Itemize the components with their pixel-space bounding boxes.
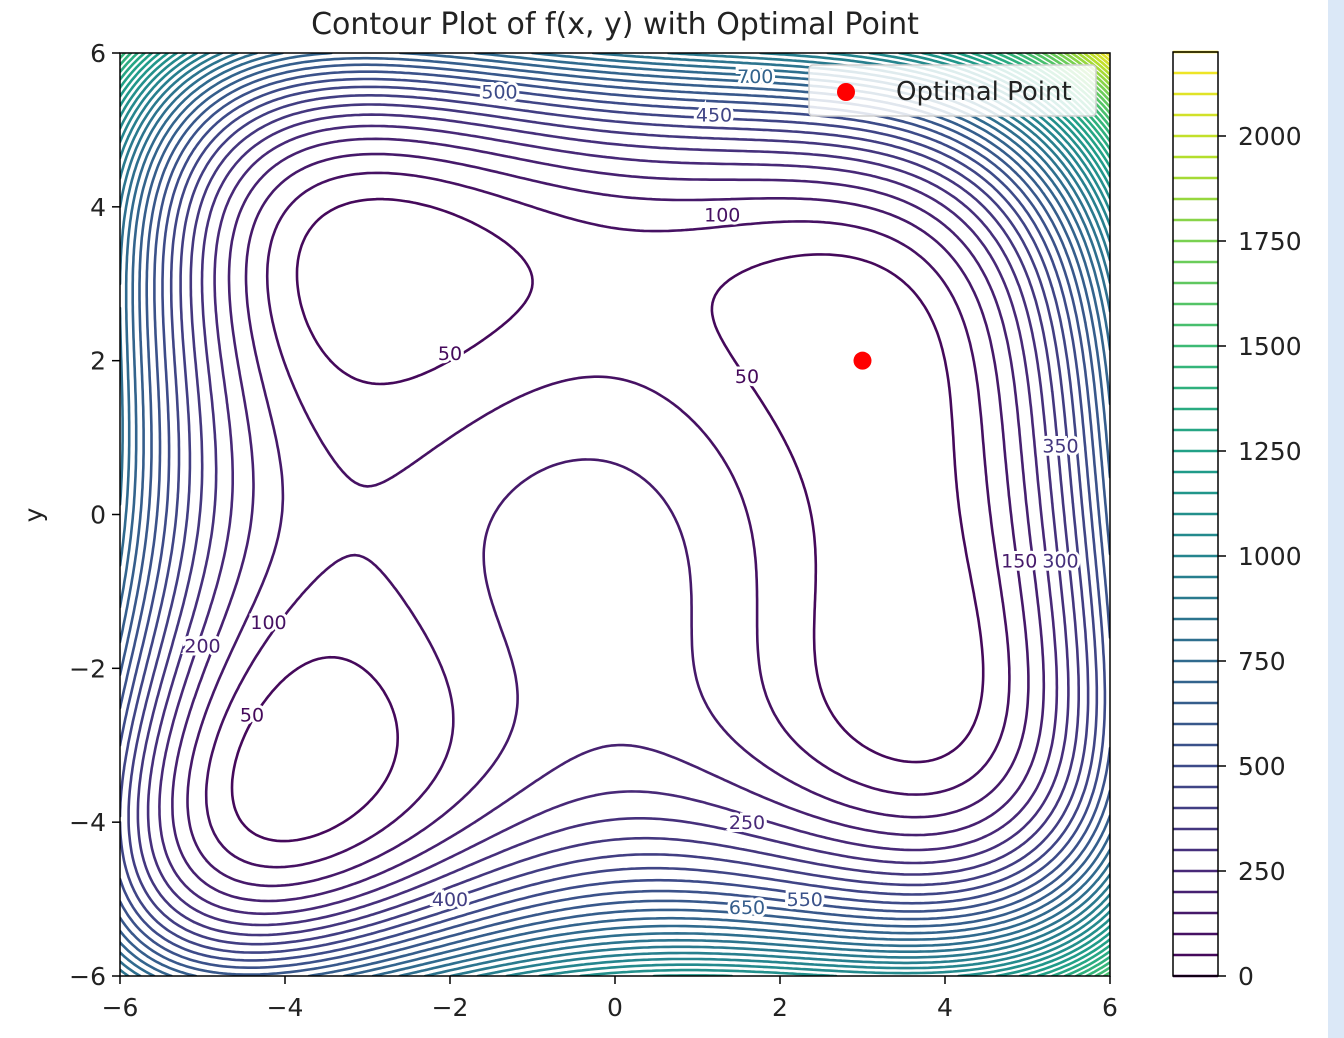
contour-level-450 [120, 85, 1099, 954]
legend: Optimal Point [808, 64, 1097, 117]
contour-label: 50 [438, 343, 462, 365]
contour-level-1350 [120, 53, 1110, 976]
contour-label: 650 [729, 897, 765, 919]
contour-label: 450 [696, 105, 732, 127]
chart-title: Contour Plot of f(x, y) with Optimal Poi… [311, 7, 919, 42]
contour-level-400 [127, 94, 1090, 946]
legend-box [808, 64, 1097, 117]
colorbar-tick-label: 500 [1238, 752, 1286, 781]
contour-level-950 [120, 53, 1110, 976]
x-tick-label: 6 [1102, 993, 1118, 1022]
contour-level-700 [120, 53, 1110, 976]
colorbar-tick-label: 1250 [1238, 437, 1302, 466]
contour-label: 250 [729, 812, 765, 834]
contour-level-50 [230, 197, 985, 843]
contour-level-750 [120, 53, 1110, 976]
contour-level-1250 [120, 53, 1110, 976]
contour-level-100 [204, 171, 1011, 869]
contour-level-900 [120, 53, 1110, 976]
x-tick-label: −4 [267, 993, 304, 1022]
colorbar-tick-label: 1000 [1238, 542, 1302, 571]
contour-level-250 [158, 124, 1059, 916]
contour-level-500 [120, 77, 1107, 962]
contour-label: 100 [250, 612, 286, 634]
contour-level-1050 [120, 53, 1110, 976]
x-tick-label: −2 [432, 993, 469, 1022]
legend-label: Optimal Point [896, 77, 1072, 107]
contour-level-1300 [120, 53, 1110, 976]
contour-level-850 [120, 53, 1110, 976]
contour-level-350 [136, 103, 1080, 937]
y-tick-label: 4 [90, 193, 106, 222]
contour-label: 100 [704, 205, 740, 227]
contour-label: 50 [240, 704, 264, 726]
contour-label: 400 [432, 889, 468, 911]
contour-level-200 [171, 137, 1046, 903]
x-tick-label: −6 [102, 993, 139, 1022]
contour-level-1450 [120, 53, 1110, 976]
contour-level-150 [186, 152, 1030, 888]
contour-label: 50 [735, 366, 759, 388]
y-axis: −6 −4 −2 0 2 4 6 [69, 39, 120, 991]
contour-label: 350 [1042, 435, 1078, 457]
colorbar-tick-label: 2000 [1238, 122, 1302, 151]
window-edge-strip [1328, 0, 1344, 1038]
y-tick-label: −6 [69, 962, 106, 991]
contour-level-300 [146, 113, 1070, 927]
contour-level-1100 [120, 53, 1110, 976]
contour-level-1000 [120, 53, 1110, 976]
contour-lines [120, 53, 1110, 976]
y-axis-label: y [19, 507, 48, 522]
contour-label: 200 [184, 635, 220, 657]
colorbar-tick-label: 1500 [1238, 332, 1302, 361]
contour-label: 300 [1042, 551, 1078, 573]
contour-label: 700 [737, 66, 773, 88]
colorbar-level-lines [1173, 50, 1218, 978]
colorbar-frame [1172, 51, 1219, 977]
y-tick-label: 2 [90, 347, 106, 376]
colorbar-tick-label: 1750 [1238, 227, 1302, 256]
x-tick-label: 4 [937, 993, 953, 1022]
colorbar-tick-label: 750 [1238, 647, 1286, 676]
contour-label: 500 [481, 81, 517, 103]
contour-level-2100 [1099, 53, 1110, 62]
legend-marker-icon [837, 83, 855, 101]
contour-labels: 50 100 50 100 200 50 250 150 300 350 400 550 650 450 5… [181, 63, 1081, 922]
y-tick-label: −4 [69, 808, 106, 837]
x-tick-label: 2 [772, 993, 788, 1022]
plot-frame [119, 52, 1111, 977]
x-axis: −6 −4 −2 0 2 4 6 [102, 976, 1118, 1022]
y-tick-label: 6 [90, 39, 106, 68]
contour-label: 150 [1001, 551, 1037, 573]
contour-level-1200 [120, 53, 1110, 976]
colorbar-tick-label: 250 [1238, 857, 1286, 886]
contour-level-550 [120, 70, 1110, 969]
colorbar-tick-label: 0 [1238, 962, 1254, 991]
contour-label: 550 [787, 889, 823, 911]
contour-level-1400 [120, 53, 1110, 976]
contour-level-800 [120, 53, 1110, 976]
colorbar-ticks: 0 250 500 750 1000 1250 1500 1750 2000 [1218, 122, 1302, 991]
contour-level-1150 [120, 53, 1110, 976]
y-tick-label: 0 [90, 501, 106, 530]
y-tick-label: −2 [69, 654, 106, 683]
x-tick-label: 0 [607, 993, 623, 1022]
optimal-point-marker [853, 351, 872, 370]
colorbar: 0 250 500 750 1000 1250 1500 1750 2000 [1172, 50, 1302, 991]
